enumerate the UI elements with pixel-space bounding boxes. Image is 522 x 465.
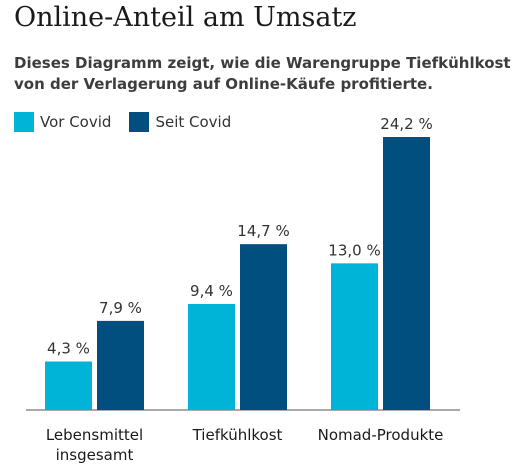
category-label-2: Nomad-Produkte [318,426,444,444]
legend: Vor Covid Seit Covid [14,112,249,132]
legend-swatch-vor-covid [14,112,34,132]
bar-seit-covid-2 [383,137,430,410]
bar-seit-covid-1 [240,244,287,410]
legend-item-vor-covid: Vor Covid [14,112,111,132]
data-label-seit-covid-0: 7,9 % [99,299,142,317]
category-label-1: Tiefkühlkost [192,426,283,444]
chart-title: Online-Anteil am Umsatz [14,2,357,33]
bar-vor-covid-0 [45,361,92,410]
legend-label-seit-covid: Seit Covid [155,113,232,131]
legend-item-seit-covid: Seit Covid [129,112,231,132]
bar-seit-covid-0 [97,320,144,410]
data-label-vor-covid-1: 9,4 % [190,282,233,300]
data-label-seit-covid-1: 14,7 % [237,222,289,240]
data-label-vor-covid-2: 13,0 % [328,241,380,259]
bar-vor-covid-2 [331,263,378,410]
legend-label-vor-covid: Vor Covid [40,113,112,131]
data-label-vor-covid-0: 4,3 % [47,339,90,357]
legend-swatch-seit-covid [129,112,150,132]
category-label-0-line2: insgesamt [56,446,134,464]
data-label-seit-covid-2: 24,2 % [380,115,432,133]
bar-vor-covid-1 [188,303,235,410]
chart-subtitle: Dieses Diagramm zeigt, wie die Warengrup… [14,54,511,93]
category-label-0: Lebensmittel [46,426,143,444]
